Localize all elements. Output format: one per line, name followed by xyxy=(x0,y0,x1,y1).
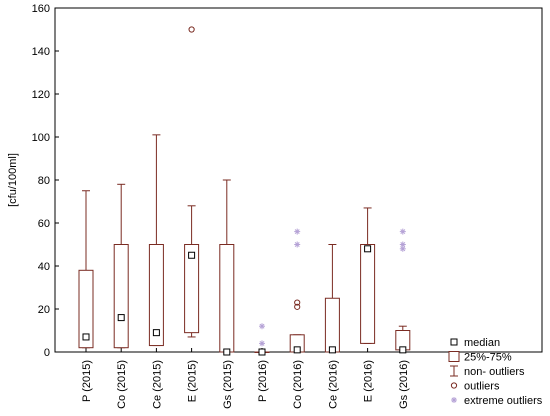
legend: median 25%-75% non- outliers outliers extrem… xyxy=(448,337,543,407)
x-tick-label: Co (2016) xyxy=(292,360,304,409)
extreme-outlier-stroke xyxy=(400,242,406,247)
box-group xyxy=(219,179,235,356)
iqr-box xyxy=(148,244,164,347)
y-tick-label: 0 xyxy=(44,347,50,359)
legend-item-extreme: extreme outliers xyxy=(451,395,543,407)
x-axis: P (2015) Co (2015) Ce (2015) E (2015) Gs (20… xyxy=(81,348,410,409)
x-tick-label: Ce (2015) xyxy=(151,360,163,409)
extreme-outlier-stroke xyxy=(259,340,265,346)
extreme-outlier-point xyxy=(399,241,406,248)
y-tick-label: 160 xyxy=(32,3,50,15)
y-tick-label: 140 xyxy=(32,46,50,58)
box-series xyxy=(78,26,411,356)
box-group xyxy=(289,228,305,354)
median-marker xyxy=(258,348,266,356)
extreme-outlier-stroke xyxy=(294,242,300,247)
y-tick-label: 60 xyxy=(38,218,50,230)
median-marker xyxy=(223,348,231,356)
median-marker xyxy=(188,251,196,259)
box-group xyxy=(78,190,94,349)
iqr-box xyxy=(360,244,376,344)
y-axis-title: [cfu/100ml] xyxy=(7,153,19,207)
extreme-outlier-point xyxy=(399,245,406,252)
box-group xyxy=(184,26,200,338)
box-group xyxy=(360,207,376,344)
extreme-outlier-point xyxy=(294,241,301,248)
legend-label: 25%-75% xyxy=(464,352,512,364)
y-tick-label: 20 xyxy=(38,304,50,316)
x-tick-label: Gs (2015) xyxy=(222,360,234,409)
legend-item-box: 25%-75% xyxy=(448,351,512,364)
x-tick-label: E (2016) xyxy=(363,360,375,402)
x-tick-label: Co (2015) xyxy=(116,360,128,409)
median-marker xyxy=(117,314,125,322)
iqr-box xyxy=(324,297,340,353)
y-tick-label: 40 xyxy=(38,261,50,273)
median-marker xyxy=(152,329,160,337)
extreme-outlier-point xyxy=(294,228,301,235)
legend-extreme-icon xyxy=(451,397,457,403)
legend-label: outliers xyxy=(464,381,500,393)
legend-item-whisker: non- outliers xyxy=(450,365,525,378)
box-group xyxy=(395,228,411,354)
extreme-outlier-point xyxy=(399,228,406,235)
iqr-box xyxy=(78,269,94,349)
y-tick-label: 80 xyxy=(38,175,50,187)
outlier-point xyxy=(294,299,301,306)
outlier-point xyxy=(294,303,301,310)
legend-label: median xyxy=(464,337,500,349)
y-tick-label: 120 xyxy=(32,89,50,101)
median-marker xyxy=(82,333,90,341)
box-group xyxy=(148,134,164,347)
median-marker xyxy=(364,245,372,253)
extreme-outlier-point xyxy=(259,323,265,330)
legend-outlier-icon xyxy=(450,382,458,389)
median-marker xyxy=(399,346,407,354)
median-marker xyxy=(328,346,336,354)
extreme-outlier-point xyxy=(259,340,265,347)
iqr-box xyxy=(113,244,129,349)
y-tick-label: 100 xyxy=(32,132,50,144)
median-marker xyxy=(293,346,301,354)
x-tick-label: E (2015) xyxy=(187,360,199,402)
extreme-outlier-stroke xyxy=(451,397,457,403)
legend-label: non- outliers xyxy=(464,366,525,378)
box-group xyxy=(113,183,129,349)
extreme-outlier-stroke xyxy=(400,246,406,252)
box-group xyxy=(324,244,340,354)
x-tick-label: P (2015) xyxy=(81,360,93,402)
extreme-outlier-stroke xyxy=(400,229,406,235)
iqr-box xyxy=(219,244,235,353)
outlier-point xyxy=(188,26,195,33)
extreme-outlier-stroke xyxy=(259,323,265,329)
legend-box-icon xyxy=(448,351,460,362)
legend-item-outlier: outliers xyxy=(450,381,500,393)
x-tick-label: P (2016) xyxy=(257,360,269,402)
legend-median-icon xyxy=(450,338,458,346)
legend-label: extreme outliers xyxy=(464,395,543,407)
x-tick-label: Ce (2016) xyxy=(327,360,339,409)
box-group xyxy=(254,323,270,356)
x-tick-label: Gs (2016) xyxy=(398,360,410,409)
y-axis: 0 20 40 60 80 100 120 140 160 xyxy=(32,3,59,359)
legend-whisker-icon xyxy=(450,365,458,377)
legend-item-median: median xyxy=(450,337,500,349)
extreme-outlier-stroke xyxy=(294,229,300,235)
iqr-box xyxy=(184,244,200,334)
